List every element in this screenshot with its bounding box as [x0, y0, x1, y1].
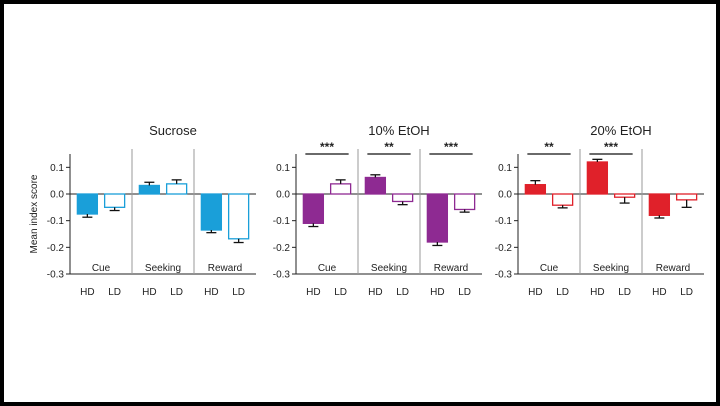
panel-3-group-label: Seeking [593, 263, 629, 274]
panel-2-y-tick-label: -0.1 [273, 216, 291, 227]
panel-3-bar-seeking-hd [586, 161, 609, 195]
panel-2-category-label: HD [430, 287, 444, 298]
panel-3-y-tick-label: -0.1 [495, 216, 513, 227]
panel-1-bar-seeking-ld [165, 183, 188, 195]
panel-2-bar-seeking-ld [391, 193, 414, 203]
panel-3-bar-cue-ld [551, 193, 574, 206]
panel-1-group-label: Cue [92, 263, 111, 274]
panel-2-bar-cue-ld [329, 183, 352, 195]
panel-1-y-tick-label: -0.2 [47, 243, 65, 254]
panel-2-group-label: Cue [318, 263, 337, 274]
panel-2-bar-reward-hd [426, 193, 449, 243]
panel-1-title: Sucrose [149, 123, 197, 138]
panel-3-category-label: LD [556, 287, 569, 298]
panel-2-y-tick-label: -0.2 [273, 243, 291, 254]
panel-2-category-label: HD [368, 287, 382, 298]
panel-2-y-tick-label: -0.3 [273, 270, 291, 281]
panel-1-category-label: LD [232, 287, 245, 298]
panel-3-bar-cue-hd [524, 184, 547, 195]
panel-2-sig-stars: *** [444, 140, 458, 154]
panel-1-group-label: Seeking [145, 263, 181, 274]
panel-2-bar-cue-hd [302, 193, 325, 224]
panel-1-y-tick-label: 0.1 [50, 163, 64, 174]
panel-3-bar-reward-ld [675, 193, 698, 201]
panel-3-y-tick-label: -0.3 [495, 270, 513, 281]
panel-3-category-label: HD [528, 287, 542, 298]
panel-1-y-tick-label: -0.1 [47, 216, 65, 227]
panel-2-title: 10% EtOH [368, 123, 429, 138]
panel-3-title: 20% EtOH [590, 123, 651, 138]
panel-1-category-label: HD [142, 287, 156, 298]
panel-3-category-label: LD [618, 287, 631, 298]
panel-3-category-label: HD [652, 287, 666, 298]
panel-2-y-tick-label: 0.1 [276, 163, 290, 174]
panel-3-group-label: Cue [540, 263, 559, 274]
panel-2-group-label: Reward [434, 263, 468, 274]
panel-3-sig-stars: ** [544, 140, 554, 154]
panel-3-category-label: LD [680, 287, 693, 298]
y-axis-label: Mean index score [29, 174, 40, 253]
panel-1-bar-cue-ld [103, 193, 126, 208]
panel-1-y-tick-label: 0.0 [50, 190, 64, 201]
panel-2-category-label: LD [334, 287, 347, 298]
panel-3-sig-stars: *** [604, 140, 618, 154]
panel-3-y-tick-label: -0.2 [495, 243, 513, 254]
chart-svg: Mean index score Sucrose -0.3 -0.2 -0.1 0.0 0.… [29, 123, 704, 298]
panel-1-group-label: Reward [208, 263, 242, 274]
panel-2-category-label: LD [458, 287, 471, 298]
panel-3-bar-seeking-ld [613, 193, 636, 198]
panel-1-category-label: HD [80, 287, 94, 298]
panel-3-y-tick-label: 0.0 [498, 190, 512, 201]
panel-2-bar-seeking-hd [364, 176, 387, 195]
panel-3-y-tick-label: 0.1 [498, 163, 512, 174]
panel-2-group-label: Seeking [371, 263, 407, 274]
figure-frame: Mean index score Sucrose -0.3 -0.2 -0.1 0.0 0.… [4, 4, 716, 402]
panel-1-bar-reward-ld [227, 193, 250, 240]
panel-2-category-label: HD [306, 287, 320, 298]
panel-2-bar-reward-ld [453, 193, 476, 211]
panel-2-y-tick-label: 0.0 [276, 190, 290, 201]
panel-2-sig-stars: ** [384, 140, 394, 154]
panel-3-group-label: Reward [656, 263, 690, 274]
panel-1-bar-reward-hd [200, 193, 223, 231]
panel-1-category-label: LD [108, 287, 121, 298]
panel-1-bar-cue-hd [76, 193, 99, 215]
panel-2-sig-stars: *** [320, 140, 334, 154]
panel-1-bar-seeking-hd [138, 184, 161, 195]
panel-1-category-label: HD [204, 287, 218, 298]
panel-3-category-label: HD [590, 287, 604, 298]
panel-1-y-tick-label: -0.3 [47, 270, 65, 281]
panel-3-bar-reward-hd [648, 193, 671, 216]
panel-1-category-label: LD [170, 287, 183, 298]
panel-2-category-label: LD [396, 287, 409, 298]
